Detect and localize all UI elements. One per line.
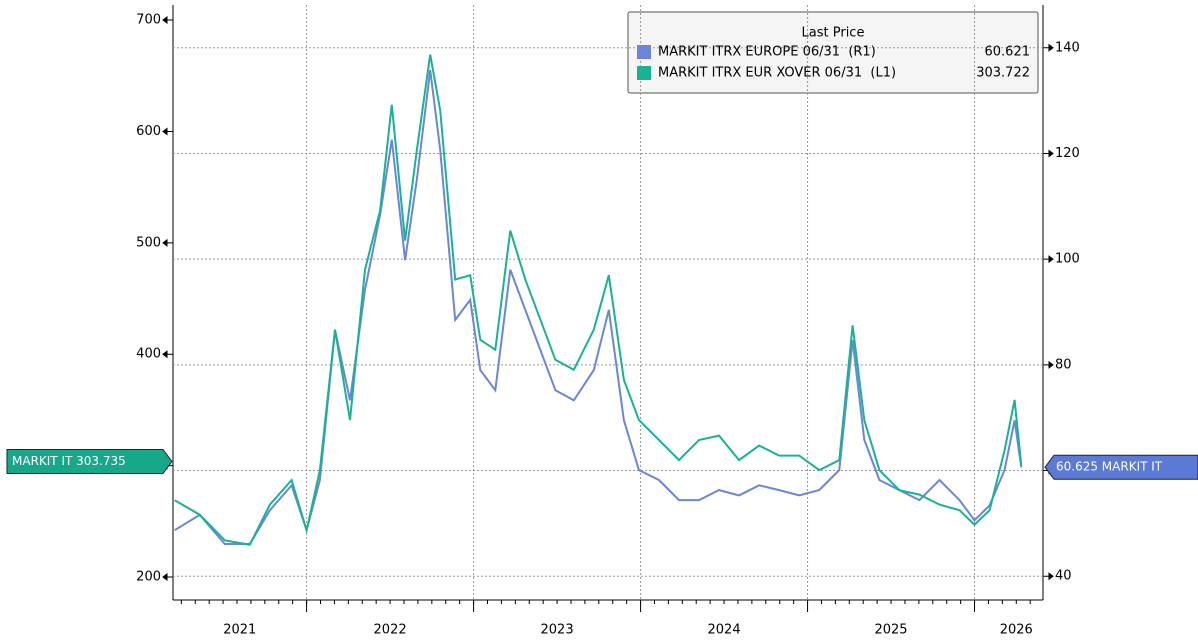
legend-swatch [637, 45, 651, 59]
legend-label: MARKIT ITRX EUR XOVER 06/31 (L1) [658, 66, 896, 81]
price-tag: MARKIT IT 303.735 [6, 448, 173, 474]
y2-tick [1043, 255, 1054, 264]
series-line [174, 69, 1023, 545]
tag-box [6, 448, 173, 474]
y2-tick-label: 140 [1055, 40, 1080, 55]
tag-label: MARKIT IT 303.735 [12, 454, 126, 468]
x-tick-label: 2024 [708, 623, 741, 638]
x-tick-label: 2025 [874, 623, 907, 638]
y2-tick-label: 120 [1055, 146, 1080, 161]
series-line [174, 54, 1023, 546]
y-tick-label: 200 [136, 570, 161, 585]
y-tick-label: 600 [136, 124, 161, 139]
legend-label: MARKIT ITRX EUROPE 06/31 (R1) [658, 45, 876, 60]
x-tick-label: 2023 [541, 623, 574, 638]
y2-tick [1043, 43, 1054, 52]
tag-box [1044, 454, 1198, 480]
y2-tick-label: 40 [1055, 569, 1072, 584]
x-tick-label: 2022 [374, 623, 407, 638]
legend-value: 60.621 [985, 45, 1031, 60]
price-tag: 60.625 MARKIT IT [1044, 454, 1198, 480]
y-tick [162, 350, 173, 359]
legend-box [627, 11, 1039, 94]
legend-swatch [637, 66, 651, 80]
y-tick [162, 238, 173, 247]
y-tick-label: 500 [136, 235, 161, 250]
y2-tick [1043, 360, 1054, 369]
tag-label: 60.625 MARKIT IT [1056, 460, 1163, 474]
y-tick [162, 573, 173, 582]
y-tick-label: 400 [136, 347, 161, 362]
y2-tick [1043, 149, 1054, 158]
y-tick [162, 16, 173, 25]
y2-tick [1043, 572, 1054, 581]
y2-tick-label: 100 [1055, 252, 1080, 267]
y2-tick-label: 80 [1055, 357, 1072, 372]
y-tick-label: 700 [136, 13, 161, 28]
y-tick [162, 127, 173, 136]
legend-value: 303.722 [976, 66, 1030, 81]
x-tick-label: 2021 [223, 623, 256, 638]
legend-title: Last Price [802, 26, 865, 41]
x-tick-label: 2026 [1000, 623, 1033, 638]
